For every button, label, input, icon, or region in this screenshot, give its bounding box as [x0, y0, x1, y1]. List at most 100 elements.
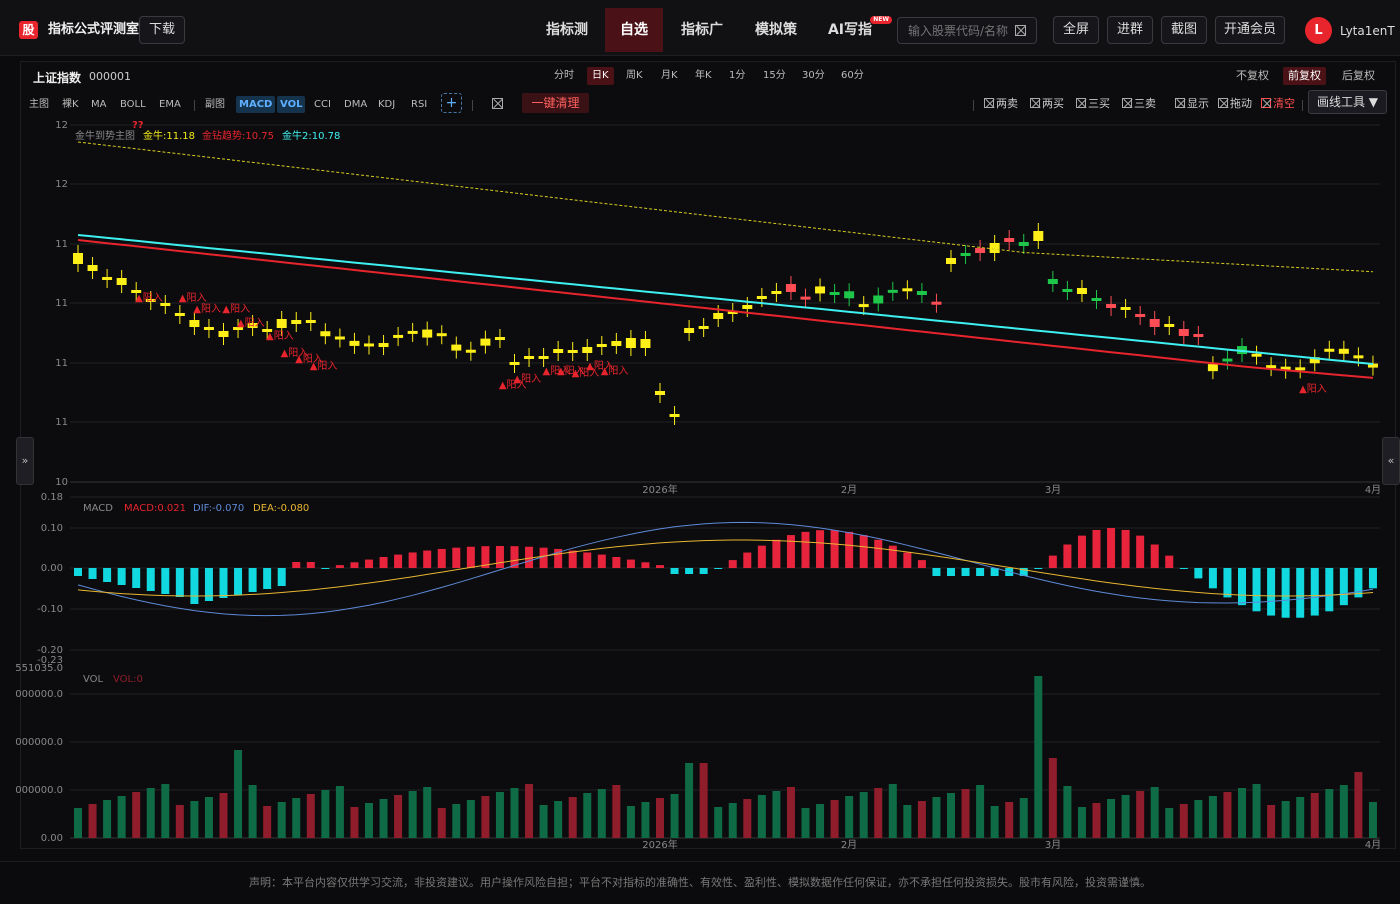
adjust-forward[interactable]: 前复权: [1283, 67, 1326, 85]
fullscreen-button[interactable]: 全屏: [1053, 16, 1099, 44]
tool-three-sell[interactable]: 三卖: [1122, 97, 1156, 111]
checkbox-icon: [984, 98, 994, 108]
sub-chart-label: 副图: [205, 99, 225, 110]
volume-bar: [947, 793, 955, 838]
macd-bar: [146, 568, 155, 591]
sub-indicator-tab[interactable]: DMA: [344, 99, 368, 110]
download-button[interactable]: 下载: [139, 16, 185, 44]
ma-line-cyan: [77, 234, 1374, 365]
period-tab[interactable]: 30分: [802, 70, 825, 81]
vip-button[interactable]: 开通会员: [1215, 16, 1285, 44]
candle-body: [305, 320, 316, 323]
period-tab-active[interactable]: 日K: [587, 67, 614, 85]
legend-dea: DEA:-0.080: [253, 503, 309, 514]
expand-right-icon[interactable]: «: [1382, 437, 1400, 485]
macd-bar: [1121, 529, 1130, 568]
period-tab[interactable]: 15分: [763, 70, 786, 81]
candle-body: [989, 243, 1000, 253]
user-avatar[interactable]: L: [1305, 17, 1332, 44]
y-tick-label: 551035.0: [15, 663, 63, 674]
macd-bar: [1252, 568, 1261, 612]
candle-body: [1309, 357, 1320, 364]
search-clear-icon[interactable]: [1015, 25, 1026, 36]
candle-body: [567, 350, 578, 353]
signal-marker: ▲阳入: [513, 373, 541, 385]
volume-bar: [670, 794, 679, 838]
candle-body: [247, 323, 258, 328]
candle-body: [1018, 242, 1029, 246]
volume-bar: [1121, 795, 1130, 838]
candle-body: [233, 327, 244, 330]
main-indicator-tab[interactable]: EMA: [159, 99, 181, 110]
sub-indicator-tab[interactable]: RSI: [411, 99, 428, 110]
tool-two-sell[interactable]: 两卖: [984, 97, 1018, 111]
candle-body: [349, 340, 360, 346]
reset-icon[interactable]: [492, 98, 503, 109]
volume-bar: [714, 807, 723, 838]
sub-indicator-tab-vol[interactable]: VOL: [277, 96, 306, 113]
tool-two-buy[interactable]: 两买: [1030, 97, 1064, 111]
add-indicator-button[interactable]: +: [441, 93, 462, 113]
macd-bar: [743, 552, 752, 568]
vol-title: VOL: [83, 674, 104, 685]
signal-marker: ▲阳入: [237, 317, 265, 329]
tool-show[interactable]: 显示: [1175, 97, 1209, 111]
expand-left-icon[interactable]: »: [16, 437, 34, 485]
macd-bar: [874, 539, 883, 568]
user-name[interactable]: Lyta1enT: [1340, 24, 1395, 38]
volume-bar: [248, 785, 257, 838]
period-tab[interactable]: 60分: [841, 70, 864, 81]
candle-body: [611, 341, 622, 346]
sub-indicator-tab-macd[interactable]: MACD: [236, 96, 276, 113]
macd-bar: [772, 539, 781, 568]
signal-marker: ▲阳入: [179, 292, 207, 304]
main-indicator-tab[interactable]: MA: [91, 99, 107, 110]
period-tab[interactable]: 1分: [729, 70, 746, 81]
candle-body: [1106, 304, 1117, 308]
macd-bar: [845, 531, 854, 568]
macd-bar: [903, 552, 912, 568]
app-title: 指标公式评测室: [48, 22, 140, 37]
period-tab[interactable]: 月K: [661, 70, 678, 81]
macd-bar: [74, 568, 82, 576]
clear-all-button[interactable]: 一键清理: [522, 93, 589, 113]
volume-bar: [1107, 799, 1116, 838]
macd-bar: [1339, 568, 1348, 606]
main-indicator-tab[interactable]: BOLL: [120, 99, 146, 110]
tool-drag[interactable]: 拖动: [1218, 97, 1252, 111]
candle-body: [160, 303, 171, 306]
sub-indicator-tab[interactable]: CCI: [314, 99, 331, 110]
volume-bar: [641, 802, 650, 838]
screenshot-button[interactable]: 截图: [1161, 16, 1207, 44]
macd-bar: [175, 568, 184, 597]
macd-bar: [437, 548, 446, 568]
sub-indicator-tab[interactable]: KDJ: [378, 99, 396, 110]
period-tab[interactable]: 周K: [626, 70, 643, 81]
candle-body: [509, 362, 520, 365]
join-group-button[interactable]: 进群: [1107, 16, 1153, 44]
candle-body: [1135, 314, 1146, 317]
search-input[interactable]: [897, 17, 1037, 44]
period-tab[interactable]: 分时: [554, 70, 574, 81]
dif-line: [77, 521, 1374, 617]
main-indicator-tab[interactable]: 裸K: [62, 99, 79, 110]
volume-bar: [699, 763, 708, 838]
macd-bar: [612, 557, 621, 568]
period-tab[interactable]: 年K: [695, 70, 712, 81]
macd-bar: [699, 568, 708, 574]
macd-bar: [917, 560, 926, 568]
indicator-toolbar: 主图 裸K MA BOLL EMA 副图 MACD VOL CCI DMA KD…: [21, 90, 1397, 118]
volume-bar: [103, 800, 112, 838]
draw-tools-button[interactable]: 画线工具 ▼: [1308, 90, 1387, 114]
checkbox-icon: [1261, 98, 1271, 108]
divider: [472, 100, 473, 111]
candle-body: [1295, 367, 1306, 371]
adjust-none[interactable]: 不复权: [1236, 69, 1269, 82]
tool-three-buy[interactable]: 三买: [1076, 97, 1110, 111]
divider: [973, 100, 974, 111]
x-tick-label: 4月: [1365, 839, 1381, 851]
adjust-backward[interactable]: 后复权: [1342, 69, 1375, 82]
tool-clear[interactable]: 清空: [1261, 97, 1295, 111]
candle-body: [713, 313, 724, 319]
